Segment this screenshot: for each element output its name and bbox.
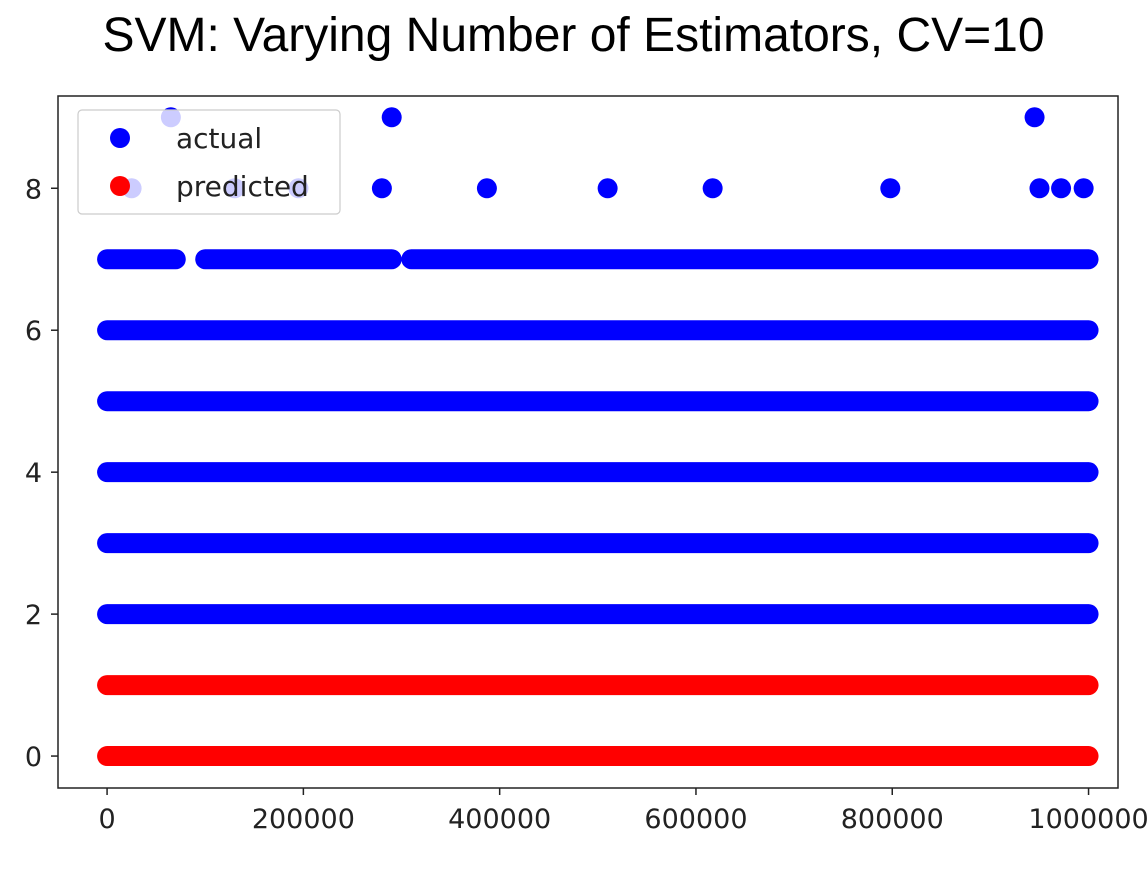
legend-marker-actual bbox=[110, 128, 130, 148]
data-point-actual-9 bbox=[702, 178, 723, 199]
legend-label-predicted: predicted bbox=[176, 170, 309, 203]
y-tick-label: 2 bbox=[25, 600, 42, 631]
x-tick-label: 800000 bbox=[841, 804, 944, 835]
data-point-actual-12 bbox=[1051, 178, 1072, 199]
plot-frame bbox=[57, 95, 1119, 789]
y-tick-label: 6 bbox=[25, 316, 42, 347]
chart-title: SVM: Varying Number of Estimators, CV=10 bbox=[102, 9, 1045, 62]
series-predicted bbox=[97, 675, 1099, 767]
x-tick-label: 0 bbox=[98, 804, 115, 835]
x-tick-label: 1000000 bbox=[1028, 804, 1147, 835]
x-tick-label: 200000 bbox=[252, 804, 355, 835]
legend-label-actual: actual bbox=[176, 122, 262, 155]
data-point-actual-7 bbox=[476, 178, 497, 199]
legend: actual predicted bbox=[77, 109, 341, 215]
data-point-actual-0 bbox=[381, 107, 402, 128]
legend-marker-predicted bbox=[110, 176, 130, 196]
x-tick-label: 600000 bbox=[644, 804, 747, 835]
y-tick-label: 4 bbox=[25, 458, 42, 489]
series-actual bbox=[97, 107, 1099, 625]
data-point-actual-11 bbox=[1029, 178, 1050, 199]
data-point-actual-6 bbox=[371, 178, 392, 199]
y-tick-label: 8 bbox=[25, 174, 42, 205]
x-tick-label: 400000 bbox=[448, 804, 551, 835]
data-point-actual-10 bbox=[880, 178, 901, 199]
data-point-actual-1 bbox=[1024, 107, 1045, 128]
legend-box bbox=[77, 109, 341, 215]
data-point-actual-8 bbox=[597, 178, 618, 199]
data-point-actual-13 bbox=[1073, 178, 1094, 199]
y-tick-label: 0 bbox=[25, 742, 42, 773]
